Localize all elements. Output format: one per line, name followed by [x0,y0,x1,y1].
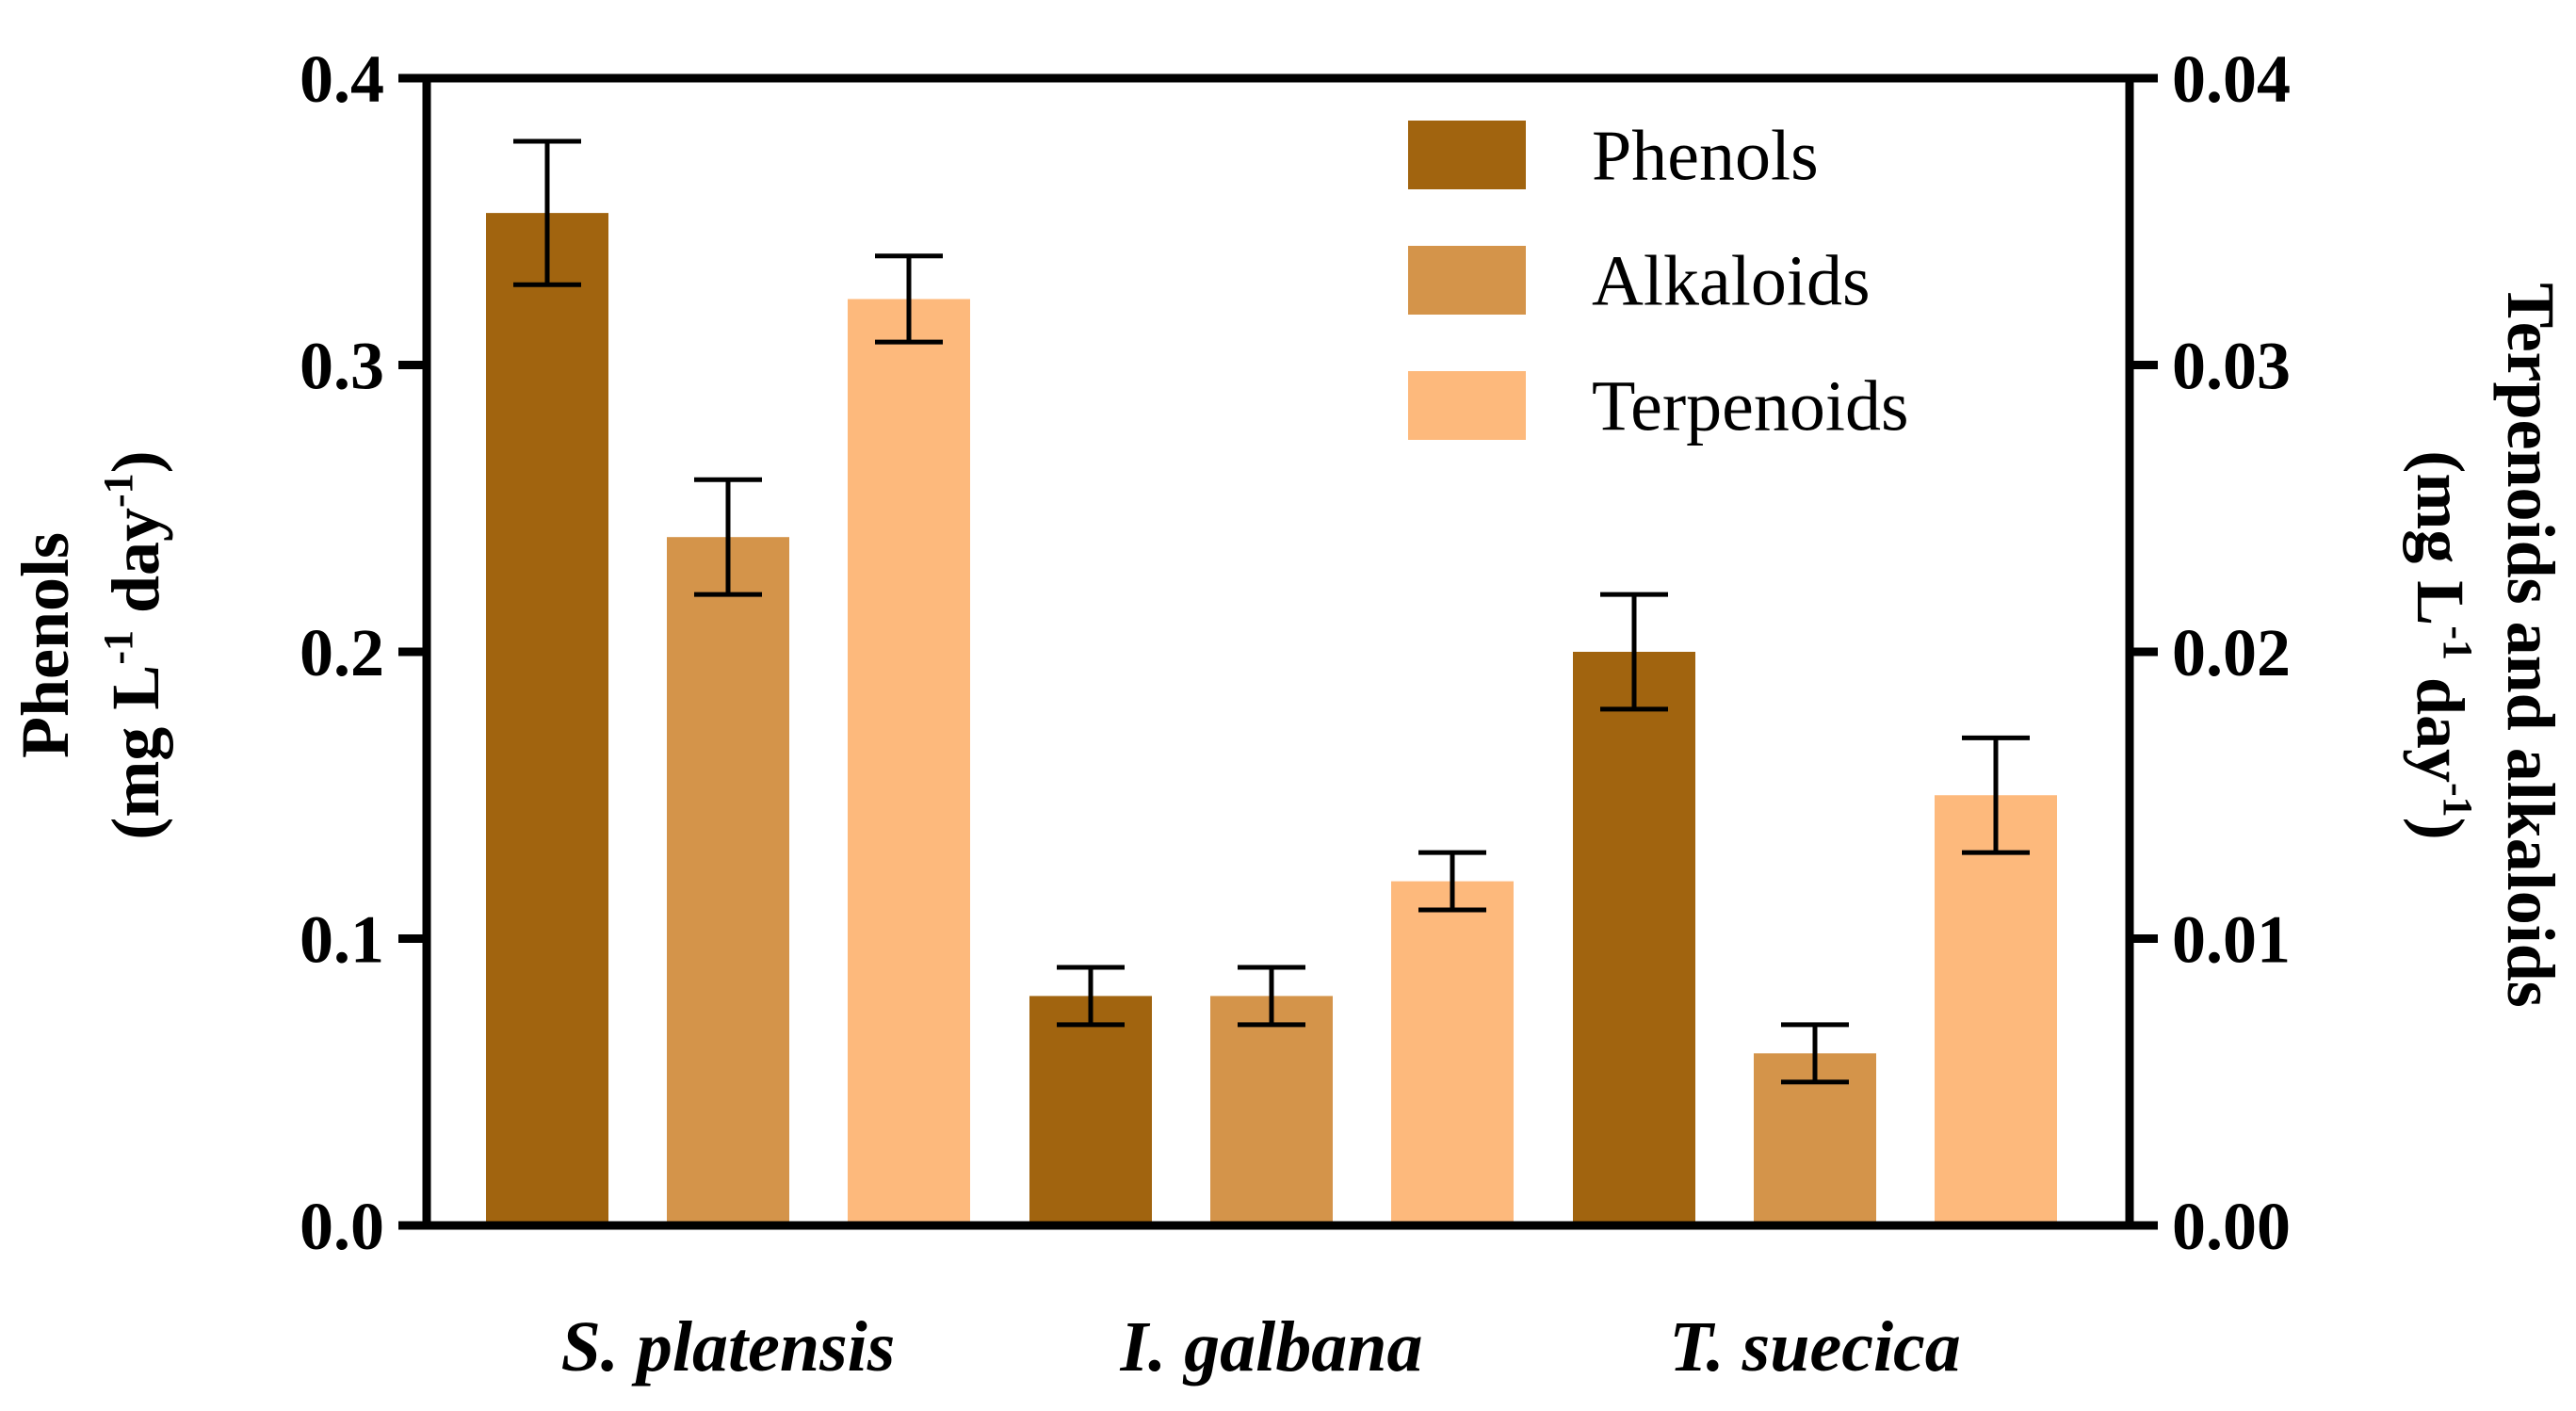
right-axis-title: Terpenoids and alkaloids (mg L-1 day-1) [2403,283,2568,1008]
legend-label-phenols: Phenols [1592,117,1819,196]
left-axis-unit-b: day [98,508,173,630]
error-bars-layer [513,138,2030,1085]
right-axis-title-line2: (mg L-1 day-1) [2403,450,2481,839]
left-axis-title-line1: Phenols [8,532,83,758]
bar-terpenoids-1 [1391,881,1514,1225]
left-tick-label-1: 0.1 [300,902,384,978]
left-axis-title: Phenols (mg L-1 day-1) [8,450,173,839]
legend-label-alkaloids: Alkaloids [1592,242,1871,321]
legend-swatch-terpenoids [1408,371,1526,440]
right-tick-label-3: 0.03 [2172,329,2291,404]
legend-swatch-alkaloids [1408,246,1526,315]
legend: Phenols Alkaloids Terpenoids [1408,117,1909,446]
right-axis-unit-b: day [2403,660,2478,783]
right-tick-label-2: 0.02 [2172,615,2291,690]
category-label-2: T. suecica [1669,1307,1961,1387]
left-tick-label-2: 0.2 [300,615,384,690]
category-labels: S. platensis I. galbana T. suecica [561,1307,1961,1387]
right-axis-unit-sup1: -1 [2435,625,2481,660]
plot-frame [422,73,2134,1230]
legend-swatch-phenols [1408,121,1526,189]
right-tick-label-4: 0.04 [2172,41,2291,117]
bars-layer [486,213,2057,1226]
right-axis-unit-sup2: -1 [2435,783,2481,818]
right-axis-unit-c: ) [2403,818,2478,840]
right-axis-unit-a: (mg L [2403,450,2478,625]
bar-phenols-2 [1573,652,1695,1225]
right-tick-label-1: 0.01 [2172,902,2291,978]
bar-phenols-0 [486,213,608,1226]
left-axis-title-line2: (mg L-1 day-1) [95,450,173,839]
left-axis-unit-sup1: -1 [95,630,141,665]
category-label-0: S. platensis [561,1307,896,1387]
left-tick-label-3: 0.3 [300,329,384,404]
left-axis-unit-a: (mg L [98,665,173,840]
right-axis-ticks: 0.00 0.01 0.02 0.03 0.04 [2130,41,2291,1264]
category-label-1: I. galbana [1120,1307,1423,1387]
bar-phenols-1 [1029,996,1152,1225]
left-tick-label-0: 0.0 [300,1189,384,1264]
left-axis-unit-c: ) [98,450,173,473]
bar-terpenoids-2 [1935,795,2057,1225]
bar-terpenoids-0 [848,299,970,1226]
left-axis-unit-sup2: -1 [95,473,141,508]
legend-label-terpenoids: Terpenoids [1592,367,1909,446]
left-tick-label-4: 0.4 [300,41,384,117]
right-tick-label-0: 0.00 [2172,1189,2291,1264]
left-axis-ticks: 0.0 0.1 0.2 0.3 0.4 [300,41,427,1264]
bar-alkaloids-0 [667,537,789,1225]
right-axis-title-line1: Terpenoids and alkaloids [2493,283,2568,1008]
bar-alkaloids-1 [1210,996,1333,1225]
